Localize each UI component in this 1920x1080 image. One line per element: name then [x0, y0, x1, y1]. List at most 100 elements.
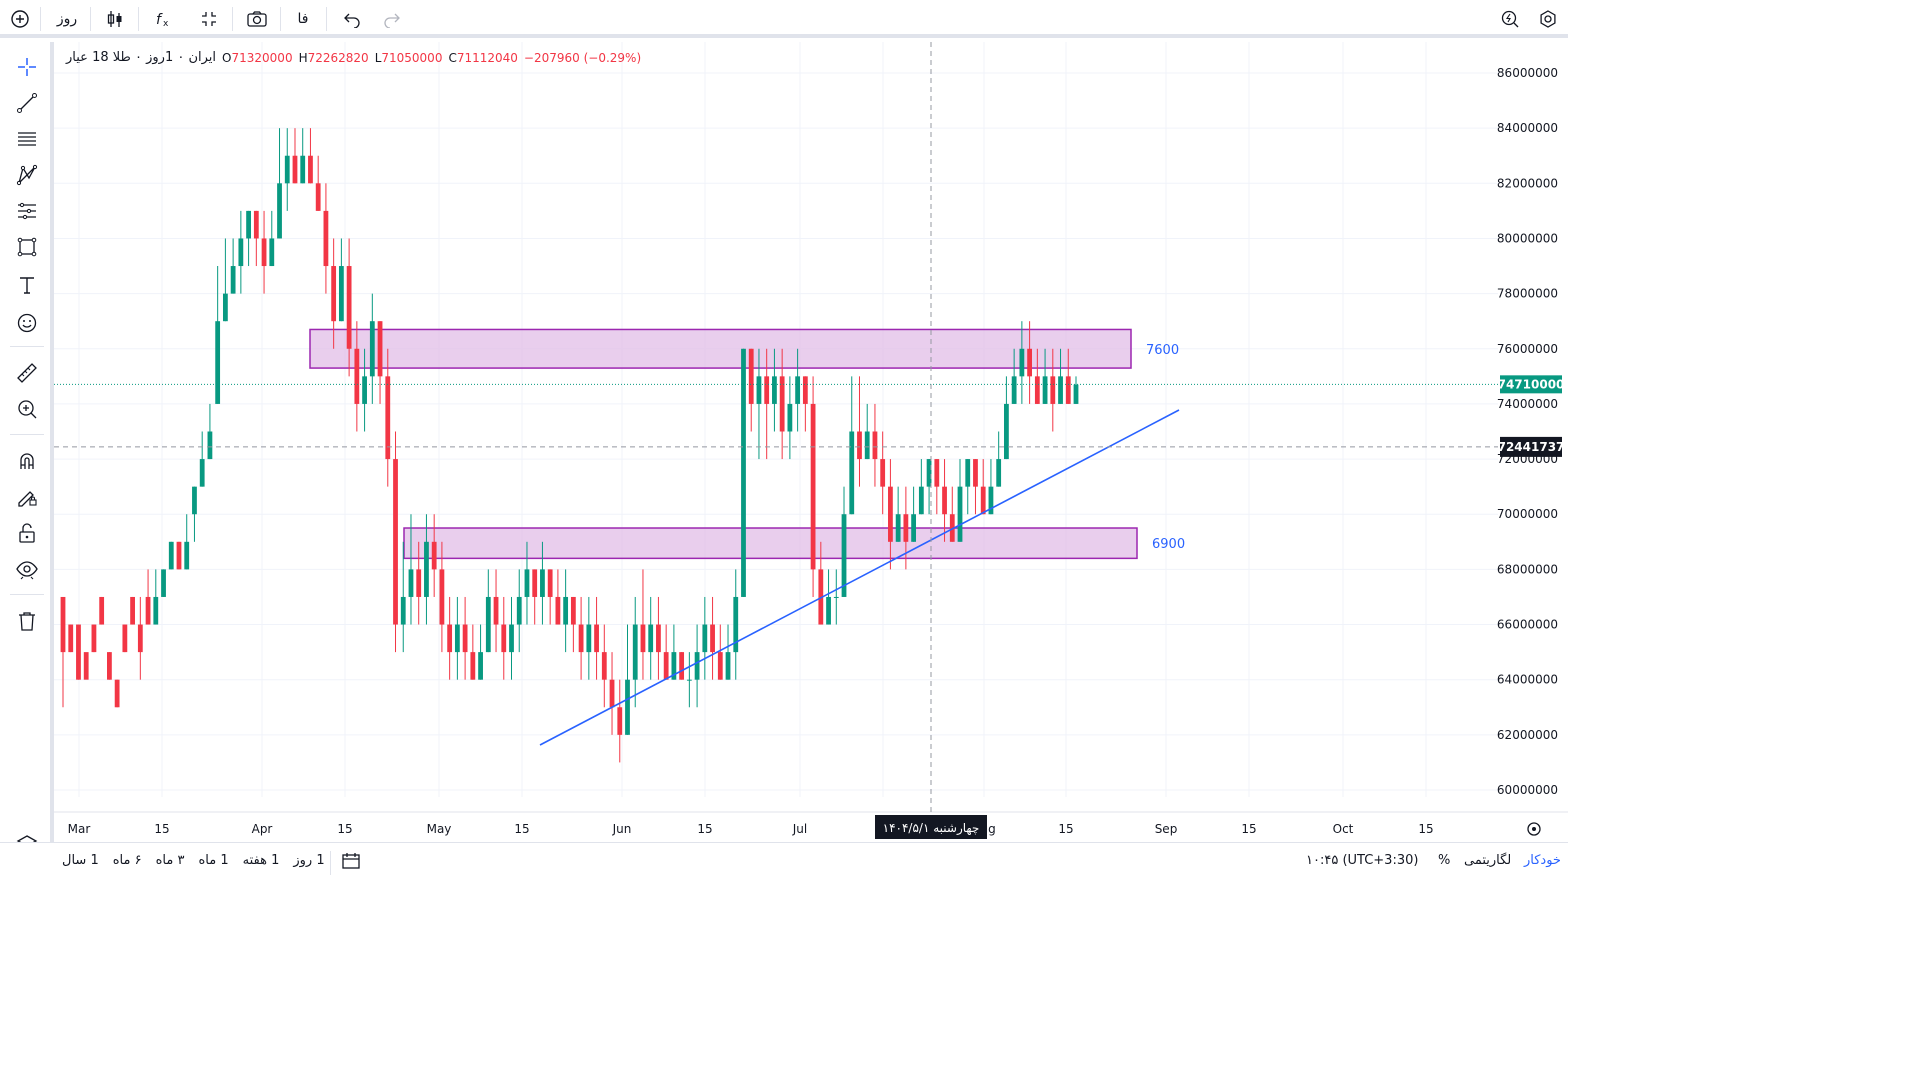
open-label: O [222, 50, 232, 65]
hide-drawings-tool[interactable] [10, 554, 44, 584]
price-tick-label: 78000000 [1497, 287, 1558, 301]
quick-search-button[interactable] [1496, 4, 1524, 34]
range-button[interactable]: ۶ ماه [112, 853, 142, 868]
candle-body [895, 514, 901, 542]
fib-tool[interactable] [10, 124, 44, 154]
snapshot-button[interactable] [242, 4, 272, 34]
high-label: H [298, 50, 308, 65]
toolbar-divider [280, 7, 281, 31]
undo-icon [344, 13, 360, 28]
percent-toggle[interactable]: % [1438, 853, 1451, 868]
text-tool[interactable] [10, 270, 44, 300]
time-tick-label: Jun [612, 822, 632, 836]
candle-body [145, 596, 151, 625]
candle-body [702, 624, 708, 653]
redo-button[interactable] [378, 4, 406, 34]
candle-body [795, 376, 801, 404]
smiley-icon [17, 313, 37, 333]
candle-body [1027, 348, 1033, 377]
pattern-tool[interactable] [10, 160, 44, 190]
trendline-tool[interactable] [10, 88, 44, 118]
candle-body [586, 624, 592, 653]
emoji-tool[interactable] [10, 308, 44, 338]
range-button[interactable]: 1 روز [293, 853, 325, 868]
candle-body [168, 541, 174, 570]
candle-body [447, 624, 453, 653]
shapes-tool[interactable] [10, 232, 44, 262]
text-icon [20, 277, 34, 294]
candle-body [694, 652, 700, 680]
candle-body [277, 183, 282, 239]
lines-icon [18, 132, 36, 146]
candle-body [934, 459, 940, 487]
trend-line[interactable] [539, 409, 1180, 746]
candle-body [362, 376, 367, 404]
range-button[interactable]: 1 سال [62, 853, 99, 868]
toolbar-divider [10, 434, 44, 435]
candle-body [192, 486, 197, 515]
magnet-tool[interactable] [10, 446, 44, 476]
chart-type-button[interactable] [100, 4, 130, 34]
candle-body [686, 679, 692, 681]
lock-drawings-tool[interactable] [10, 518, 44, 548]
candle-body [83, 652, 89, 680]
candle-body [849, 431, 855, 515]
date-range-picker-button[interactable] [340, 851, 362, 875]
zone-rectangle[interactable] [309, 328, 1132, 369]
candle-body [942, 486, 947, 515]
candle-body [748, 348, 754, 404]
zone-rectangle[interactable] [403, 527, 1138, 560]
measure-tool[interactable] [10, 358, 44, 388]
toolbar-divider [10, 594, 44, 595]
log-toggle[interactable]: لگاریتمی [1464, 853, 1512, 868]
ruler-icon [17, 363, 37, 383]
candle-body [454, 624, 460, 653]
toolbar-divider [330, 851, 331, 875]
candle-body [826, 596, 831, 625]
forecast-tool[interactable] [10, 196, 44, 226]
candle-body [787, 403, 793, 432]
zoom-tool[interactable] [10, 394, 44, 424]
chart-pane[interactable]: 86000000 84000000 82000000 80000000 78000000… [54, 42, 1568, 842]
interval-button[interactable]: روز [56, 11, 78, 27]
auto-scale-toggle[interactable]: خودکار [1524, 853, 1561, 868]
range-button[interactable]: 1 ماه [198, 853, 229, 868]
candle-body [253, 210, 259, 239]
candle-body [779, 376, 785, 432]
candle-body [802, 376, 808, 404]
range-button[interactable]: 1 هفته [242, 853, 280, 868]
symbol-title[interactable]: ایران ۰ 1روز ۰ طلا 18 عیار [66, 50, 217, 65]
candle-body [926, 459, 932, 487]
candle-body [717, 652, 723, 680]
range-button[interactable]: ۳ ماه [155, 853, 185, 868]
lightning-search-icon [1501, 10, 1519, 28]
settings-button[interactable] [1534, 4, 1562, 34]
open-value: 71320000 [231, 50, 293, 65]
add-symbol-button[interactable] [6, 4, 34, 34]
candle-body [416, 569, 422, 597]
zone-label: 6900 [1152, 537, 1185, 552]
undo-button[interactable] [338, 4, 366, 34]
candle-body [215, 321, 221, 404]
time-tick-label: 15 [697, 822, 712, 836]
candle-body [532, 569, 538, 597]
fullscreen-button[interactable] [194, 4, 224, 34]
price-chart[interactable]: 86000000 84000000 82000000 80000000 78000000… [54, 42, 1568, 842]
language-button[interactable]: فا [297, 11, 309, 27]
timezone-button[interactable]: ۱۰:۴۵ (UTC+3:30) [1306, 853, 1419, 868]
candle-body [238, 238, 244, 267]
keep-drawing-tool[interactable] [10, 482, 44, 512]
candle-body [617, 707, 623, 735]
candle-body [377, 321, 383, 377]
unlock-icon [19, 523, 35, 543]
remove-drawings-tool[interactable] [10, 606, 44, 636]
axis-settings-icon[interactable] [1527, 822, 1541, 836]
time-tick-label: 15 [154, 822, 169, 836]
candle-body [1019, 348, 1025, 377]
candle-body [918, 486, 924, 515]
crosshair-tool[interactable] [10, 52, 44, 82]
rectangle-icon [17, 237, 37, 257]
candle-body [292, 155, 298, 184]
candle-body [122, 624, 128, 653]
